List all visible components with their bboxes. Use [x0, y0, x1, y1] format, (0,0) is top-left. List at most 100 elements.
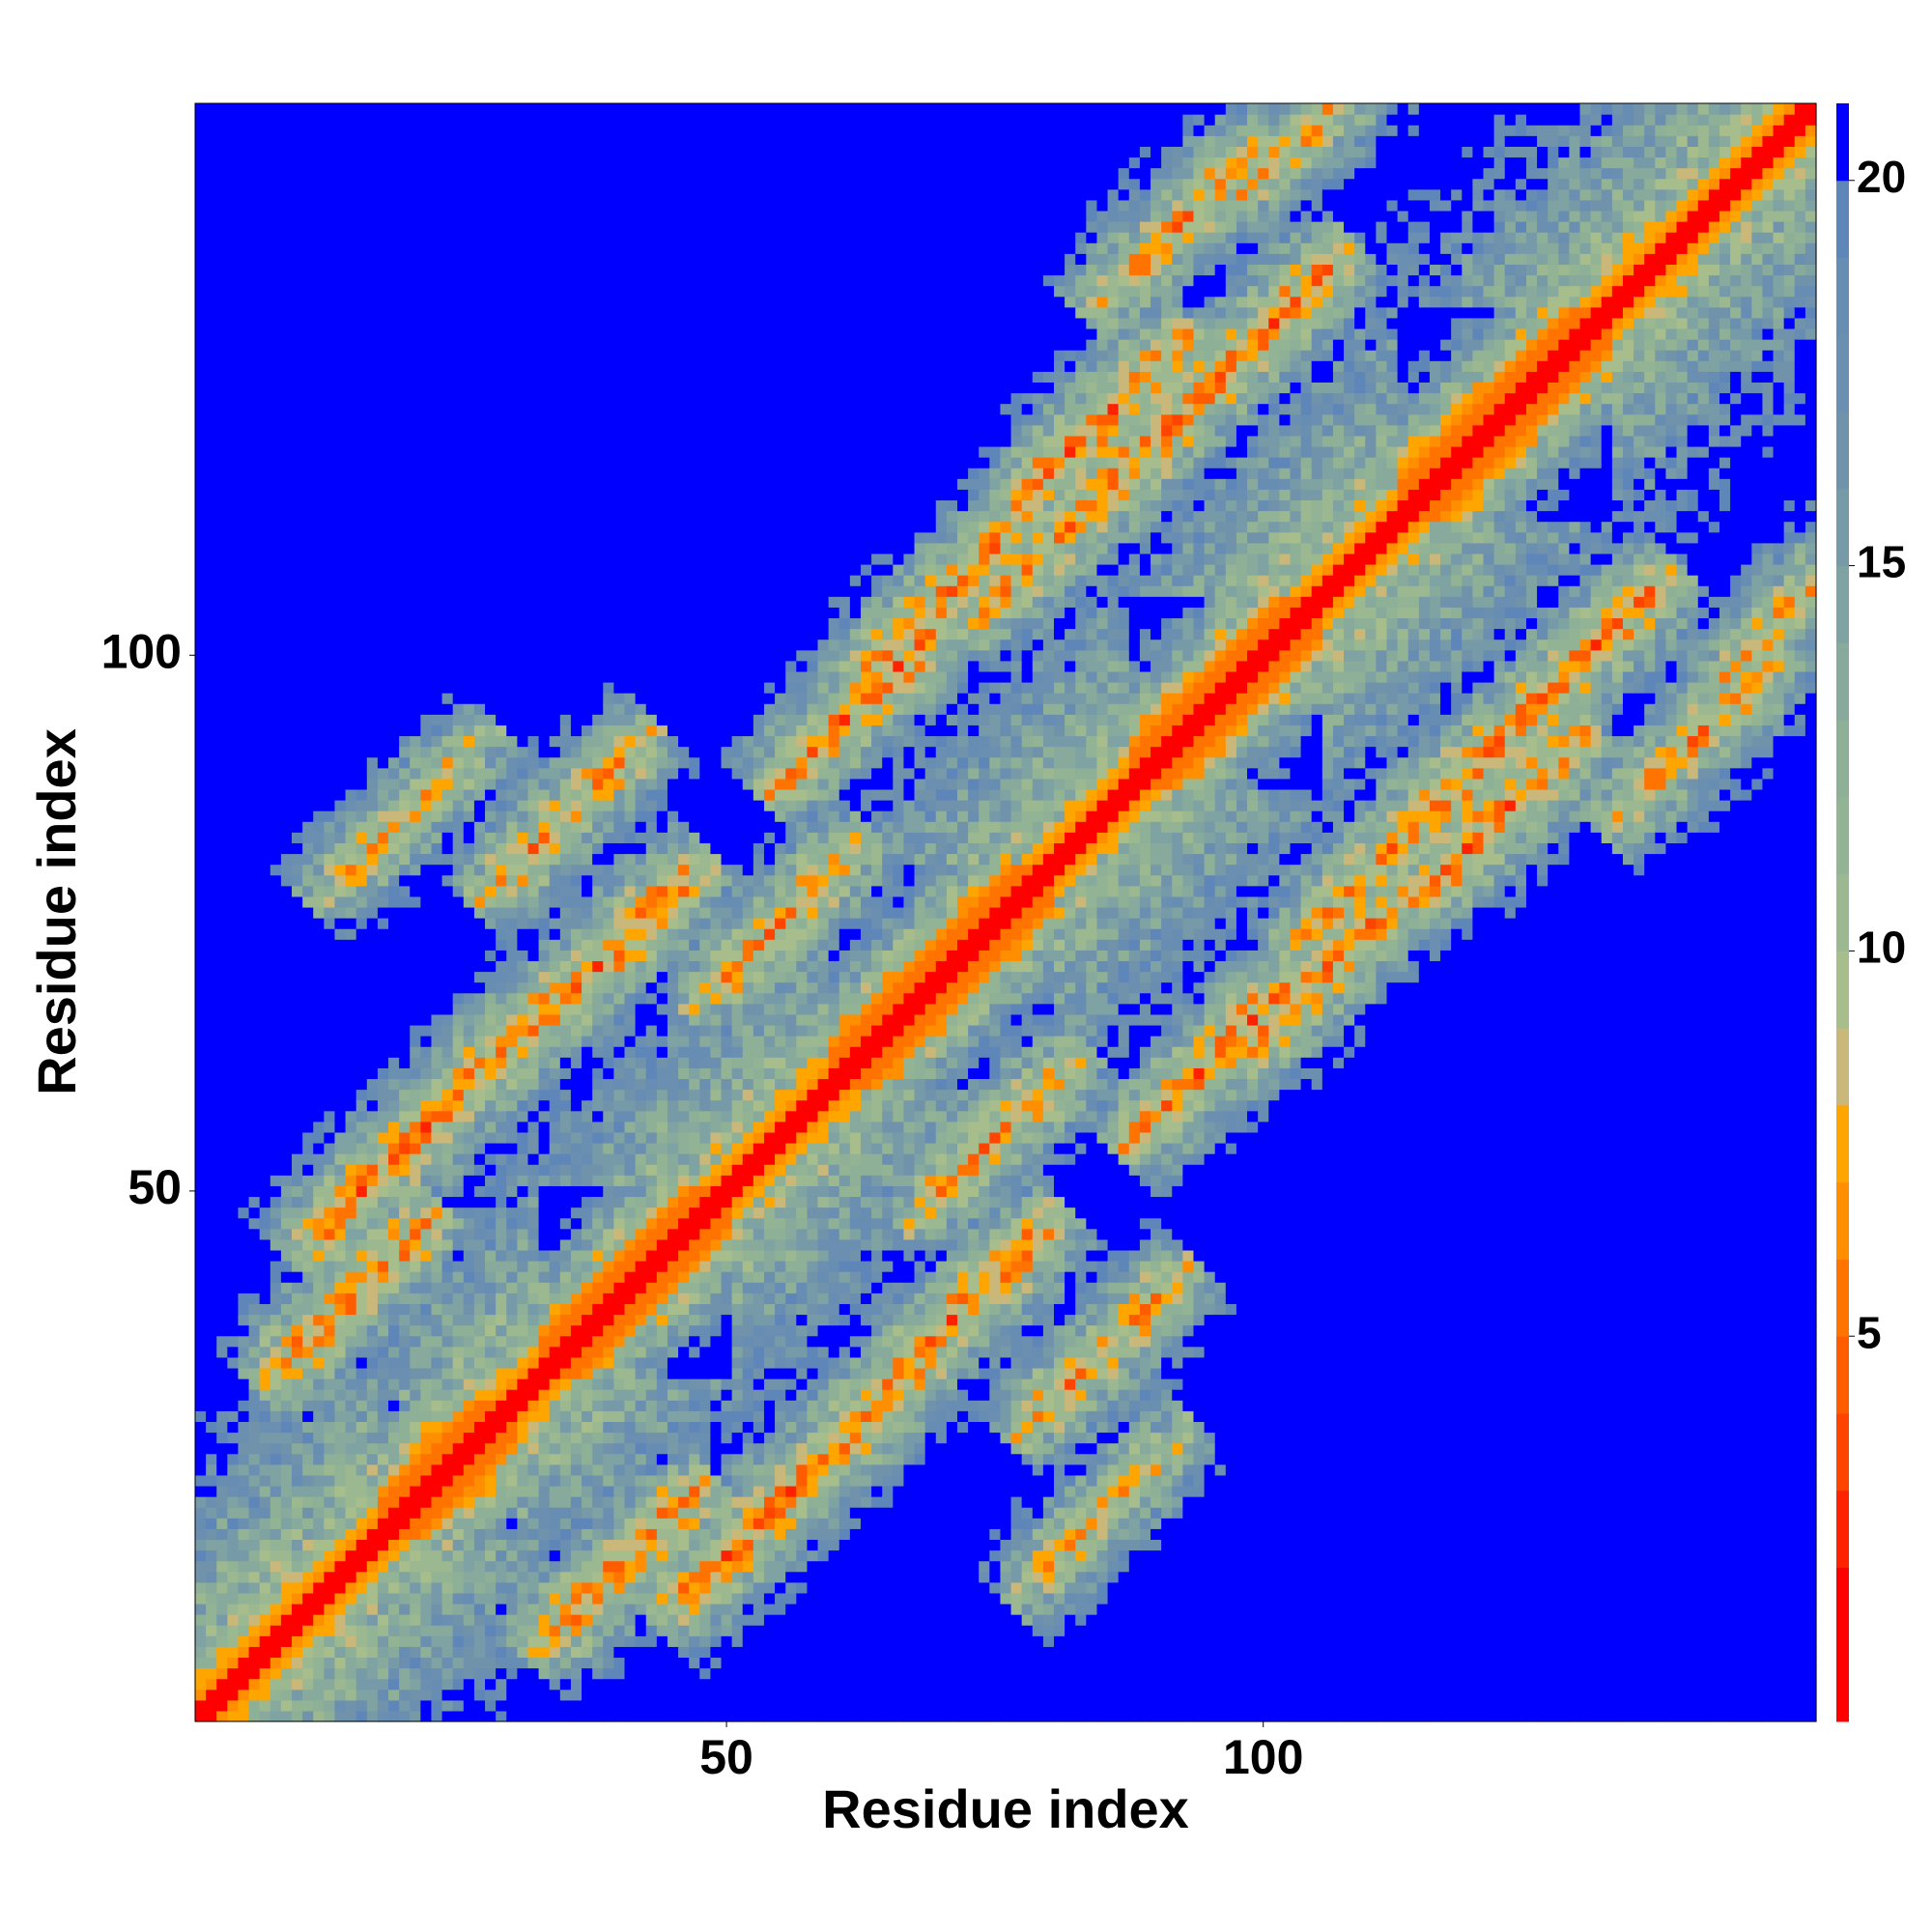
- heatmap-cell: [238, 371, 250, 384]
- heatmap-cell: [366, 125, 379, 136]
- heatmap-cell: [431, 703, 443, 715]
- heatmap-cell: [463, 788, 475, 801]
- heatmap-cell: [496, 1131, 507, 1144]
- heatmap-cell: [248, 1699, 261, 1712]
- heatmap-cell: [302, 489, 314, 501]
- heatmap-cell: [227, 232, 240, 243]
- heatmap-cell: [517, 1153, 529, 1165]
- heatmap-cell: [366, 457, 379, 469]
- heatmap-cell: [538, 1238, 551, 1251]
- heatmap-cell: [399, 939, 411, 951]
- heatmap-cell: [452, 724, 465, 737]
- heatmap-cell: [496, 1528, 507, 1541]
- heatmap-cell: [270, 403, 282, 415]
- heatmap-cell: [485, 1356, 497, 1369]
- heatmap-cell: [227, 435, 240, 447]
- heatmap-cell: [334, 1442, 347, 1455]
- heatmap-cell: [517, 1678, 529, 1690]
- heatmap-cell: [195, 285, 207, 298]
- heatmap-cell: [206, 682, 217, 694]
- heatmap-cell: [345, 918, 357, 929]
- heatmap-cell: [485, 125, 497, 136]
- heatmap-cell: [259, 756, 271, 769]
- heatmap-cell: [420, 1667, 433, 1680]
- heatmap-cell: [452, 842, 465, 855]
- heatmap-cell: [431, 210, 443, 222]
- heatmap-cell: [195, 1099, 207, 1112]
- heatmap-cell: [485, 735, 497, 748]
- heatmap-cell: [410, 1699, 421, 1712]
- heatmap-cell: [388, 360, 400, 372]
- heatmap-cell: [292, 1131, 303, 1144]
- heatmap-cell: [538, 350, 551, 361]
- heatmap-cell: [399, 1485, 411, 1497]
- heatmap-cell: [377, 125, 389, 136]
- heatmap-cell: [506, 735, 518, 748]
- heatmap-cell: [238, 1142, 250, 1154]
- heatmap-cell: [538, 1442, 551, 1455]
- heatmap-cell: [270, 971, 282, 983]
- heatmap-cell: [420, 885, 433, 897]
- heatmap-cell: [463, 1013, 475, 1026]
- heatmap-cell: [377, 906, 389, 919]
- heatmap-cell: [410, 1625, 421, 1636]
- heatmap-cell: [377, 1153, 389, 1165]
- heatmap-cell: [195, 767, 207, 780]
- heatmap-cell: [517, 1089, 529, 1101]
- heatmap-cell: [452, 1421, 465, 1434]
- heatmap-cell: [463, 306, 475, 319]
- heatmap-cell: [538, 1453, 551, 1465]
- heatmap-cell: [399, 296, 411, 308]
- heatmap-cell: [517, 424, 529, 437]
- heatmap-cell: [206, 521, 217, 533]
- heatmap-cell: [496, 1699, 507, 1712]
- heatmap-cell: [345, 703, 357, 715]
- heatmap-cell: [496, 895, 507, 908]
- heatmap-cell: [517, 114, 529, 126]
- heatmap-cell: [345, 135, 357, 147]
- heatmap-cell: [195, 1185, 207, 1198]
- heatmap-cell: [473, 392, 486, 405]
- heatmap-cell: [238, 1667, 250, 1680]
- heatmap-cell: [216, 1528, 228, 1541]
- heatmap-cell: [388, 1282, 400, 1293]
- heatmap-cell: [195, 350, 207, 361]
- heatmap-cell: [527, 1238, 540, 1251]
- heatmap-cell: [313, 468, 325, 479]
- heatmap-cell: [549, 1657, 561, 1669]
- heatmap-cell: [485, 939, 497, 951]
- heatmap-cell: [227, 746, 240, 758]
- heatmap-cell: [463, 960, 475, 973]
- heatmap-cell: [206, 1400, 217, 1411]
- heatmap-cell: [463, 1282, 475, 1293]
- heatmap-cell: [324, 1485, 336, 1497]
- heatmap-cell: [195, 724, 207, 737]
- heatmap-cell: [248, 1228, 261, 1240]
- heatmap-cell: [248, 1271, 261, 1283]
- heatmap-cell: [420, 103, 433, 115]
- heatmap-cell: [485, 156, 497, 169]
- heatmap-cell: [388, 746, 400, 758]
- heatmap-cell: [463, 114, 475, 126]
- heatmap-cell: [517, 693, 529, 704]
- heatmap-cell: [441, 296, 454, 308]
- heatmap-cell: [292, 392, 303, 405]
- heatmap-cell: [270, 1121, 282, 1133]
- heatmap-cell: [463, 478, 475, 490]
- heatmap-cell: [441, 445, 454, 458]
- heatmap-cell: [259, 1432, 271, 1444]
- heatmap-cell: [473, 682, 486, 694]
- heatmap-cell: [388, 1196, 400, 1208]
- heatmap-cell: [334, 531, 347, 544]
- heatmap-cell: [517, 1003, 529, 1015]
- heatmap-cell: [506, 842, 518, 855]
- heatmap-cell: [527, 360, 540, 372]
- heatmap-cell: [452, 1689, 465, 1701]
- heatmap-cell: [313, 971, 325, 983]
- heatmap-cell: [324, 531, 336, 544]
- heatmap-cell: [463, 1581, 475, 1594]
- heatmap-cell: [527, 253, 540, 265]
- heatmap-cell: [410, 832, 421, 843]
- heatmap-cell: [195, 1689, 207, 1701]
- heatmap-cell: [463, 264, 475, 276]
